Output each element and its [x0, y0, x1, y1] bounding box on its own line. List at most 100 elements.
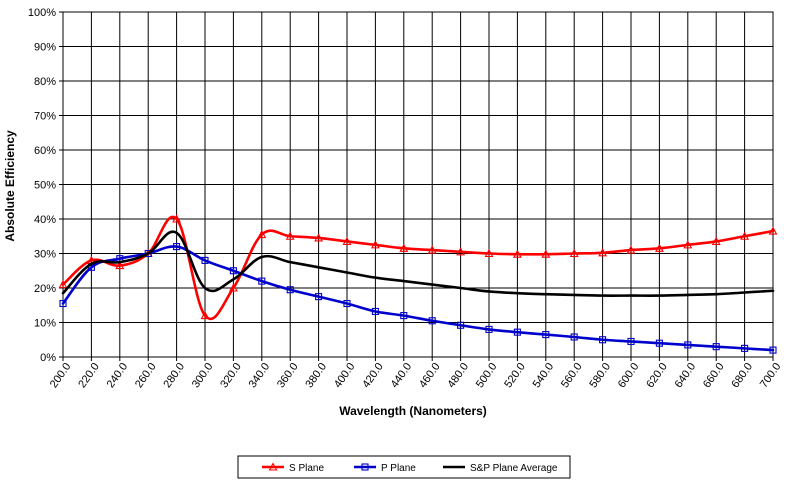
x-axis-tick-labels: 200.0 220.0 240.0 260.0 280.0 300.0 320.0 340.0… — [48, 361, 784, 390]
data-point-s-plane — [541, 249, 551, 258]
x-tick-label: 500.0 — [474, 361, 500, 390]
data-point-s-plane — [399, 243, 409, 252]
data-point-s-plane — [484, 248, 494, 258]
data-point-s-plane — [257, 229, 267, 239]
data-point-p-plane — [286, 286, 294, 294]
data-point-p-plane — [173, 243, 181, 251]
x-tick-label: 660.0 — [701, 361, 727, 390]
x-tick-label: 280.0 — [161, 361, 187, 390]
data-point-p-plane — [741, 344, 749, 352]
x-axis-title: Wavelength (Nanometers) — [339, 404, 487, 418]
data-point-p-plane — [712, 343, 720, 351]
x-tick-label: 220.0 — [76, 361, 102, 390]
x-tick-label: 540.0 — [531, 361, 557, 390]
data-point-s-plane — [427, 245, 437, 254]
legend-marker-s-plane — [268, 462, 278, 471]
axes — [59, 11, 774, 361]
y-tick-label: 0% — [40, 352, 56, 364]
y-tick-label: 90% — [34, 42, 56, 54]
x-tick-label: 240.0 — [105, 361, 131, 390]
x-tick-label: 560.0 — [559, 361, 585, 390]
data-point-p-plane — [457, 321, 465, 329]
x-tick-label: 320.0 — [218, 361, 244, 390]
legend-label-s-p-plane-average: S&P Plane Average — [470, 463, 558, 474]
y-tick-label: 30% — [34, 249, 56, 261]
data-point-s-plane — [228, 283, 238, 292]
x-tick-label: 360.0 — [275, 361, 301, 390]
x-tick-label: 200.0 — [48, 361, 74, 390]
data-point-p-plane — [343, 299, 351, 308]
data-point-s-plane — [314, 233, 324, 242]
data-point-p-plane — [599, 336, 607, 344]
series — [58, 214, 778, 354]
data-point-p-plane — [144, 249, 152, 258]
legend-item-s-plane: S Plane — [262, 462, 324, 474]
legend-label-p-plane: P Plane — [381, 463, 416, 474]
x-tick-label: 580.0 — [587, 361, 613, 390]
x-tick-label: 700.0 — [758, 361, 784, 390]
data-point-p-plane — [59, 299, 67, 308]
data-point-p-plane — [570, 333, 578, 341]
x-tick-label: 600.0 — [616, 361, 642, 390]
data-point-s-plane — [172, 214, 182, 223]
data-point-s-plane — [456, 247, 466, 256]
y-axis-tick-labels: 0% 10% 20% 30% 40% 50% 60% 70% 80% 90% 100% — [28, 7, 56, 364]
data-point-p-plane — [513, 328, 521, 336]
y-tick-label: 80% — [34, 76, 56, 88]
data-point-p-plane — [485, 325, 493, 333]
x-tick-label: 520.0 — [502, 361, 528, 390]
data-point-s-plane — [370, 240, 380, 249]
y-tick-label: 70% — [34, 111, 56, 123]
y-tick-label: 40% — [34, 214, 56, 226]
data-point-p-plane — [769, 346, 777, 354]
data-point-p-plane — [627, 337, 635, 346]
x-tick-label: 640.0 — [673, 361, 699, 390]
data-point-s-plane — [711, 236, 721, 245]
series-line-s-plane — [61, 215, 775, 320]
y-axis-title: Absolute Efficiency — [3, 130, 17, 242]
data-point-s-plane — [626, 245, 636, 254]
data-point-s-plane — [58, 279, 68, 289]
data-point-p-plane — [684, 341, 692, 349]
series-p-plane — [59, 243, 777, 354]
data-point-s-plane — [740, 231, 750, 240]
x-tick-label: 340.0 — [247, 361, 273, 390]
y-tick-label: 20% — [34, 283, 56, 295]
data-point-s-plane — [768, 226, 778, 235]
x-tick-label: 440.0 — [389, 361, 415, 390]
series-line-s-p-plane-average — [61, 230, 775, 297]
legend-item-p-plane: P Plane — [354, 463, 416, 474]
y-tick-label: 50% — [34, 180, 56, 192]
data-point-p-plane — [258, 277, 266, 285]
series-s-p-plane-average — [61, 230, 775, 297]
data-point-s-plane — [598, 248, 608, 257]
data-point-p-plane — [201, 256, 209, 264]
data-point-p-plane — [371, 307, 379, 316]
data-point-s-plane — [115, 260, 125, 270]
data-point-s-plane — [654, 243, 664, 252]
x-tick-label: 460.0 — [417, 361, 443, 390]
legend-item-s-p-plane-average: S&P Plane Average — [443, 463, 558, 474]
data-point-s-plane — [683, 240, 693, 249]
data-point-p-plane — [315, 293, 323, 301]
legend: S Plane P Plane S&P Plane Average — [237, 455, 571, 479]
data-point-p-plane — [655, 339, 663, 347]
x-tick-label: 480.0 — [445, 361, 471, 390]
legend-box — [237, 455, 571, 479]
data-point-p-plane — [542, 331, 550, 339]
data-point-s-plane — [512, 249, 522, 258]
x-tick-label: 300.0 — [190, 361, 216, 390]
data-point-s-plane — [200, 310, 210, 320]
y-tick-label: 100% — [28, 7, 56, 19]
x-tick-label: 400.0 — [332, 361, 358, 390]
x-tick-label: 680.0 — [729, 361, 755, 390]
y-tick-label: 60% — [34, 145, 56, 157]
legend-marker-p-plane — [361, 463, 369, 471]
data-point-p-plane — [428, 317, 436, 325]
y-tick-label: 10% — [34, 318, 56, 330]
data-point-s-plane — [285, 231, 295, 240]
data-point-s-plane — [342, 236, 352, 245]
x-tick-label: 380.0 — [303, 361, 329, 390]
x-tick-label: 260.0 — [133, 361, 159, 390]
